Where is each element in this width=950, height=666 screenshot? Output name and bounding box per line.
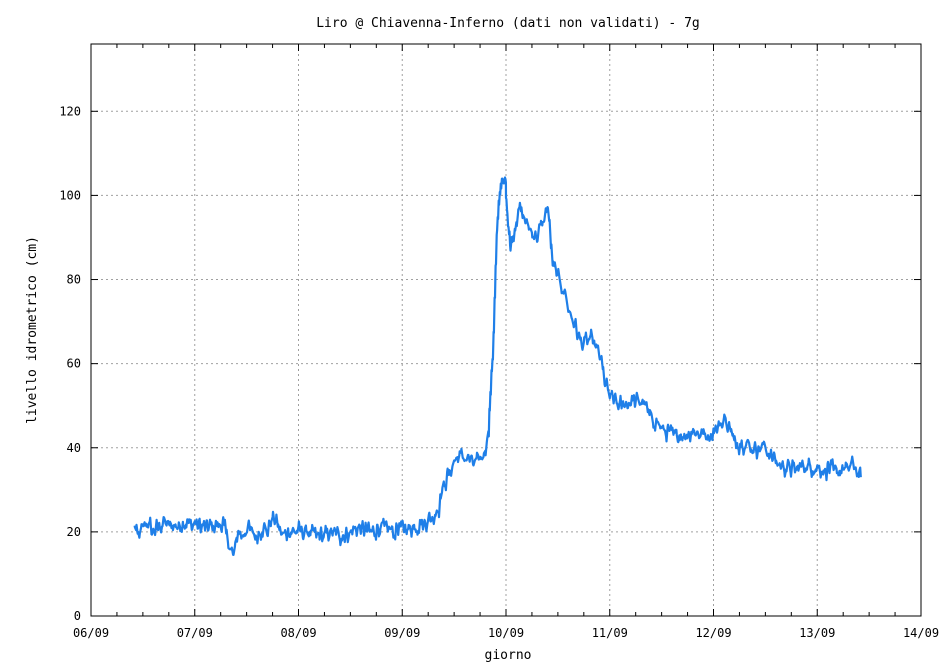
y-tick-label: 40 [67, 441, 81, 455]
y-tick-label: 0 [74, 609, 81, 623]
y-axis-label: livello idrometrico (cm) [25, 236, 40, 424]
x-axis-label: giorno [485, 648, 532, 663]
y-tick-label: 80 [67, 273, 81, 287]
tick-labels: 06/09 07/09 08/09 09/09 10/09 11/09 12/09 13/09… [59, 104, 939, 640]
x-tick-label: 13/09 [799, 626, 835, 640]
x-tick-label: 14/09 [903, 626, 939, 640]
y-tick-label: 120 [59, 104, 81, 118]
ticks [90, 44, 922, 617]
x-tick-label: 08/09 [280, 626, 316, 640]
y-tick-label: 100 [59, 188, 81, 202]
y-tick-label: 20 [67, 525, 81, 539]
chart-title: Liro @ Chiavenna-Inferno (dati non valid… [316, 16, 700, 31]
x-tick-label: 10/09 [488, 626, 524, 640]
series-layer [133, 176, 862, 556]
series-line [133, 176, 862, 556]
x-tick-label: 12/09 [695, 626, 731, 640]
x-tick-label: 11/09 [592, 626, 628, 640]
x-tick-label: 09/09 [384, 626, 420, 640]
x-tick-label: 06/09 [73, 626, 109, 640]
y-tick-label: 60 [67, 357, 81, 371]
x-tick-label: 07/09 [177, 626, 213, 640]
